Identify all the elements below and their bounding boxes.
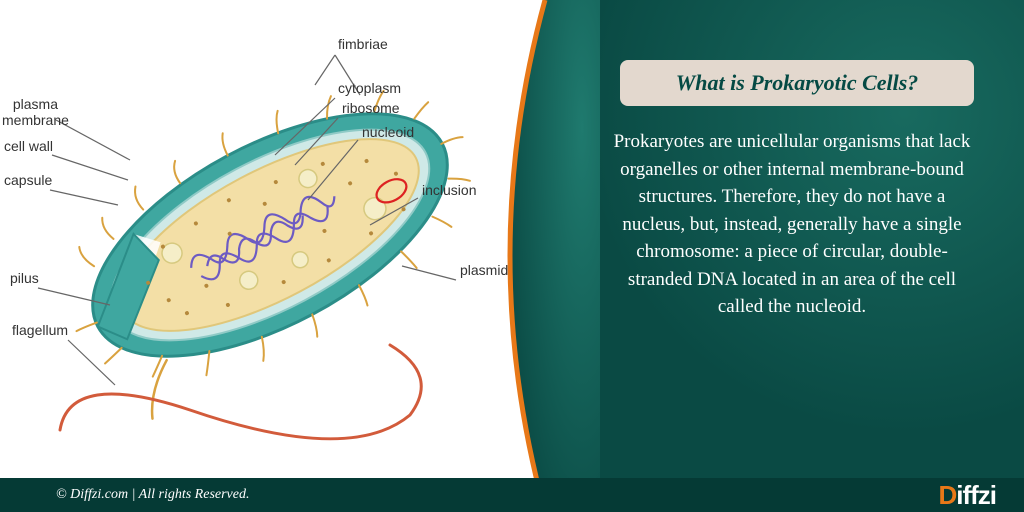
label-pilus: pilus	[10, 270, 39, 286]
copyright-text: © Diffzi.com | All rights Reserved.	[56, 487, 249, 503]
title-text: What is Prokaryotic Cells?	[642, 70, 952, 96]
label-plasma-membrane: plasma membrane	[2, 96, 58, 128]
label-nucleoid: nucleoid	[362, 124, 414, 140]
label-cytoplasm: cytoplasm	[338, 80, 401, 96]
logo-rest: iffzi	[956, 480, 996, 510]
prokaryotic-cell-diagram	[0, 10, 540, 460]
label-ribosome: ribosome	[342, 100, 400, 116]
label-fimbriae: fimbriae	[338, 36, 388, 52]
title-box: What is Prokaryotic Cells?	[620, 60, 974, 106]
label-flagellum: flagellum	[12, 322, 68, 338]
curve-divider	[500, 0, 600, 512]
brand-logo: Diffzi	[938, 480, 996, 511]
text-panel: What is Prokaryotic Cells? Prokaryotes a…	[545, 0, 1024, 512]
body-text: Prokaryotes are unicellular organisms th…	[600, 128, 984, 321]
logo-accent-letter: D	[938, 480, 956, 510]
label-inclusion: inclusion	[422, 182, 476, 198]
footer-bar: © Diffzi.com | All rights Reserved. Diff…	[0, 478, 1024, 512]
diagram-panel: fimbriae cytoplasm ribosome nucleoid inc…	[0, 0, 545, 512]
label-capsule: capsule	[4, 172, 52, 188]
label-cell-wall: cell wall	[4, 138, 53, 154]
infographic-container: fimbriae cytoplasm ribosome nucleoid inc…	[0, 0, 1024, 512]
